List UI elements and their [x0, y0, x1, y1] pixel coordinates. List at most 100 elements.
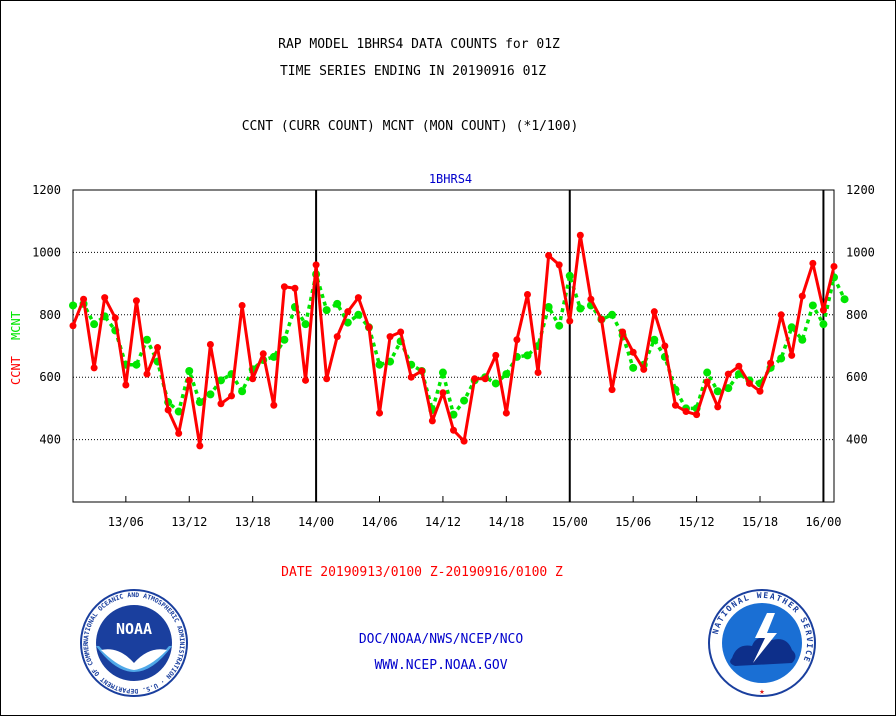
data-point-ccnt — [576, 231, 584, 239]
plot-title: 1BHRS4 — [429, 172, 472, 186]
data-point-ccnt — [471, 375, 479, 383]
data-point-ccnt — [650, 308, 658, 316]
data-point-ccnt — [354, 294, 362, 302]
data-point-ccnt — [756, 387, 764, 395]
x-tick-label: 13/18 — [235, 515, 271, 529]
data-point-ccnt — [682, 408, 690, 416]
data-point-mcnt — [343, 318, 352, 327]
y-tick-label-left: 1000 — [32, 245, 61, 259]
data-point-ccnt — [365, 323, 373, 331]
data-point-ccnt — [90, 364, 98, 372]
y-tick-label-left: 600 — [39, 370, 61, 384]
data-point-ccnt — [312, 261, 320, 269]
data-point-mcnt — [269, 352, 278, 361]
data-point-ccnt — [302, 376, 310, 384]
data-point-ccnt — [428, 417, 436, 425]
data-point-ccnt — [830, 262, 838, 270]
data-point-mcnt — [608, 310, 617, 319]
data-point-mcnt — [808, 301, 817, 310]
data-point-ccnt — [344, 308, 352, 316]
data-point-mcnt — [703, 368, 712, 377]
data-point-mcnt — [502, 370, 511, 379]
data-point-ccnt — [80, 295, 88, 303]
data-point-mcnt — [491, 379, 500, 388]
data-point-ccnt — [143, 370, 151, 378]
y-tick-label-right: 1200 — [846, 183, 875, 197]
data-point-mcnt — [565, 271, 574, 280]
data-point-mcnt — [724, 384, 733, 393]
data-point-ccnt — [819, 306, 827, 314]
data-point-ccnt — [481, 375, 489, 383]
data-point-ccnt — [693, 411, 701, 419]
data-point-mcnt — [713, 387, 722, 396]
data-point-ccnt — [206, 340, 214, 348]
data-point-mcnt — [142, 335, 151, 344]
data-point-ccnt — [333, 333, 341, 341]
data-point-mcnt — [280, 335, 289, 344]
data-point-ccnt — [397, 328, 405, 336]
y-axis-label-mcnt: MCNT — [9, 311, 23, 340]
data-point-ccnt — [619, 328, 627, 336]
data-point-mcnt — [354, 310, 363, 319]
data-point-mcnt — [90, 320, 99, 329]
data-point-ccnt — [439, 389, 447, 397]
data-point-ccnt — [555, 261, 563, 269]
data-point-ccnt — [703, 378, 711, 386]
data-point-ccnt — [376, 409, 384, 417]
data-point-ccnt — [175, 429, 183, 437]
y-tick-label-right: 400 — [846, 433, 868, 447]
y-tick-label-right: 800 — [846, 308, 868, 322]
data-point-mcnt — [460, 396, 469, 405]
data-point-mcnt — [798, 335, 807, 344]
x-tick-label: 13/12 — [171, 515, 207, 529]
data-point-mcnt — [322, 306, 331, 315]
data-point-mcnt — [174, 407, 183, 416]
y-tick-label-right: 1000 — [846, 245, 875, 259]
data-point-mcnt — [449, 410, 458, 419]
data-point-ccnt — [270, 401, 278, 409]
data-point-mcnt — [195, 398, 204, 407]
data-point-ccnt — [745, 379, 753, 387]
data-point-ccnt — [767, 359, 775, 367]
data-point-ccnt — [566, 317, 574, 325]
data-point-ccnt — [629, 348, 637, 356]
data-point-ccnt — [407, 373, 415, 381]
plot-area-frame — [72, 189, 835, 503]
data-point-ccnt — [513, 336, 521, 344]
website-link[interactable]: WWW.NCEP.NOAA.GOV — [374, 658, 508, 673]
data-point-mcnt — [301, 320, 310, 329]
data-point-ccnt — [724, 370, 732, 378]
data-point-mcnt — [544, 303, 553, 311]
data-point-ccnt — [545, 252, 553, 260]
data-point-ccnt — [714, 403, 722, 411]
x-tick-label: 14/18 — [488, 515, 524, 529]
chart-title-line2: TIME SERIES ENDING IN 20190916 01Z — [279, 64, 547, 79]
data-point-mcnt — [840, 295, 849, 304]
data-point-ccnt — [259, 350, 267, 358]
data-point-ccnt — [154, 344, 162, 352]
data-point-mcnt — [629, 363, 638, 372]
data-point-mcnt — [787, 323, 796, 332]
x-tick-label: 14/06 — [361, 515, 397, 529]
series-line-mcnt — [72, 272, 847, 417]
x-tick-label: 15/00 — [552, 515, 588, 529]
data-point-ccnt — [228, 392, 236, 400]
data-point-ccnt — [661, 342, 669, 350]
chart-title-line1: RAP MODEL 1BHRS4 DATA COUNTS for 01Z — [278, 37, 560, 52]
data-point-ccnt — [132, 297, 140, 305]
data-point-mcnt — [819, 320, 828, 329]
data-point-ccnt — [69, 322, 77, 330]
data-point-ccnt — [534, 369, 542, 377]
data-point-ccnt — [238, 301, 246, 309]
star-icon: ★ — [759, 687, 765, 697]
data-point-mcnt — [206, 390, 215, 399]
data-point-mcnt — [216, 376, 225, 385]
org-line: DOC/NOAA/NWS/NCEP/NCO — [358, 632, 524, 647]
data-point-mcnt — [777, 354, 786, 363]
data-point-ccnt — [164, 406, 172, 414]
data-point-ccnt — [280, 283, 288, 291]
data-point-ccnt — [640, 365, 648, 373]
x-tick-label: 15/06 — [615, 515, 651, 529]
y-axis-label-ccnt: CCNT — [9, 356, 23, 385]
